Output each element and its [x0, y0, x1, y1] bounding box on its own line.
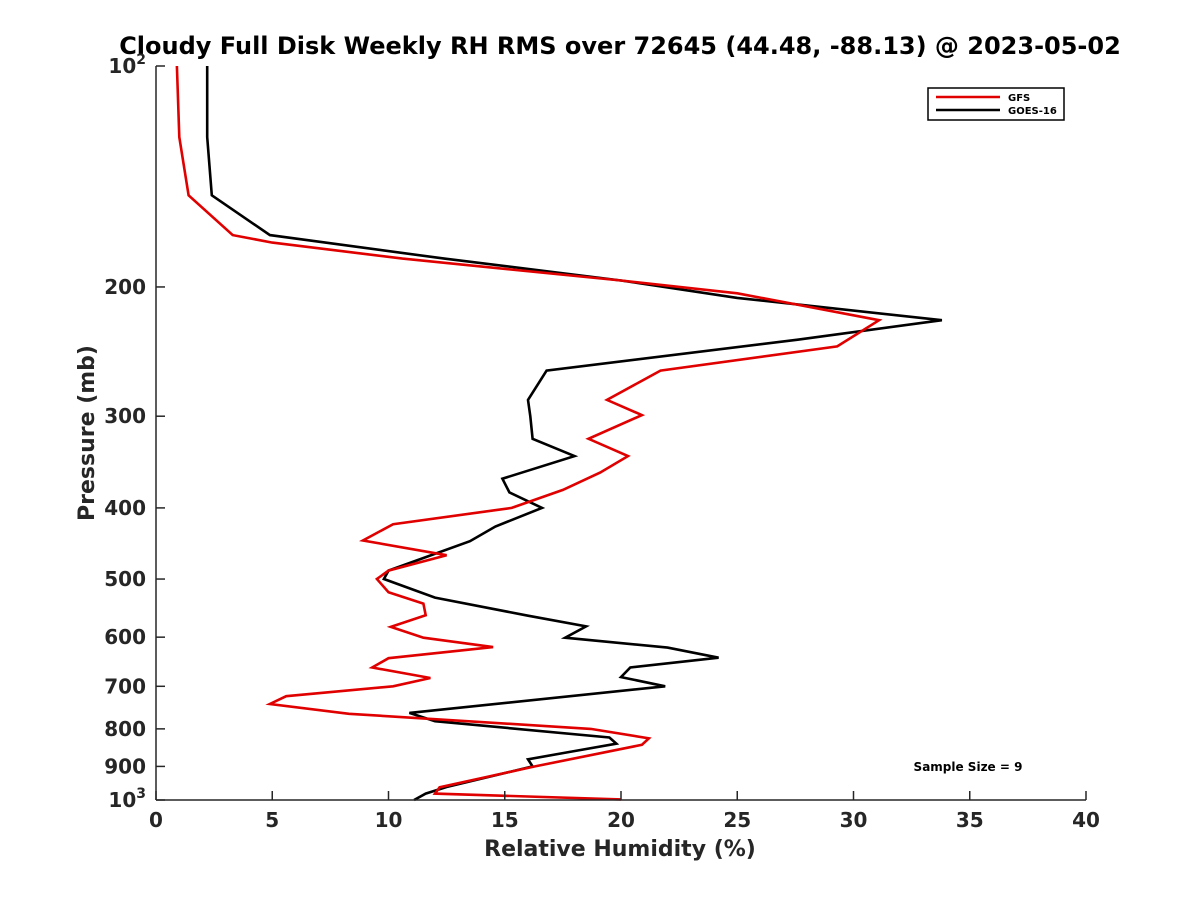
- legend: GFS GOES-16: [927, 87, 1065, 121]
- y-tick-label-exponent: 2: [136, 52, 146, 68]
- y-tick-label: 700: [104, 674, 146, 698]
- series-line-gfs: [175, 65, 883, 801]
- y-tick-label-base: 10: [108, 788, 136, 812]
- y-axis-label: Pressure (mb): [75, 345, 100, 521]
- y-tick-label-exponent: 3: [136, 786, 146, 802]
- legend-label-goes16: GOES-16: [1008, 106, 1057, 117]
- x-axis-label: Relative Humidity (%): [484, 837, 756, 862]
- y-tick-label: 800: [104, 717, 146, 741]
- y-tick-label: 400: [104, 496, 146, 520]
- x-tick-label: 35: [956, 808, 984, 832]
- x-tick-label: 10: [375, 808, 403, 832]
- legend-label-gfs: GFS: [1008, 93, 1030, 104]
- y-tick-label: 600: [104, 625, 146, 649]
- y-tick-label: 900: [104, 754, 146, 778]
- y-tick-label: 200: [104, 275, 146, 299]
- y-tick-label-base: 10: [108, 54, 136, 78]
- y-tick-label: 102: [108, 52, 146, 78]
- y-tick-label: 103: [108, 786, 146, 812]
- x-tick-label: 30: [840, 808, 868, 832]
- x-tick-label: 5: [265, 808, 279, 832]
- x-tick-label: 0: [149, 808, 163, 832]
- plot-area: [175, 65, 943, 802]
- x-tick-label: 15: [491, 808, 519, 832]
- series-line-goes-16: [205, 66, 943, 802]
- y-tick-label: 500: [104, 567, 146, 591]
- x-tick-label: 25: [723, 808, 751, 832]
- y-tick-label: 300: [104, 404, 146, 428]
- x-tick-label: 40: [1072, 808, 1100, 832]
- chart-title: Cloudy Full Disk Weekly RH RMS over 7264…: [119, 32, 1121, 60]
- x-tick-label: 20: [607, 808, 635, 832]
- legend-box: [927, 87, 1065, 121]
- sample-size-annotation: Sample Size = 9: [914, 760, 1023, 774]
- x-axis-ticks: 0 5 10 15 20 25 30 35 40: [149, 791, 1100, 832]
